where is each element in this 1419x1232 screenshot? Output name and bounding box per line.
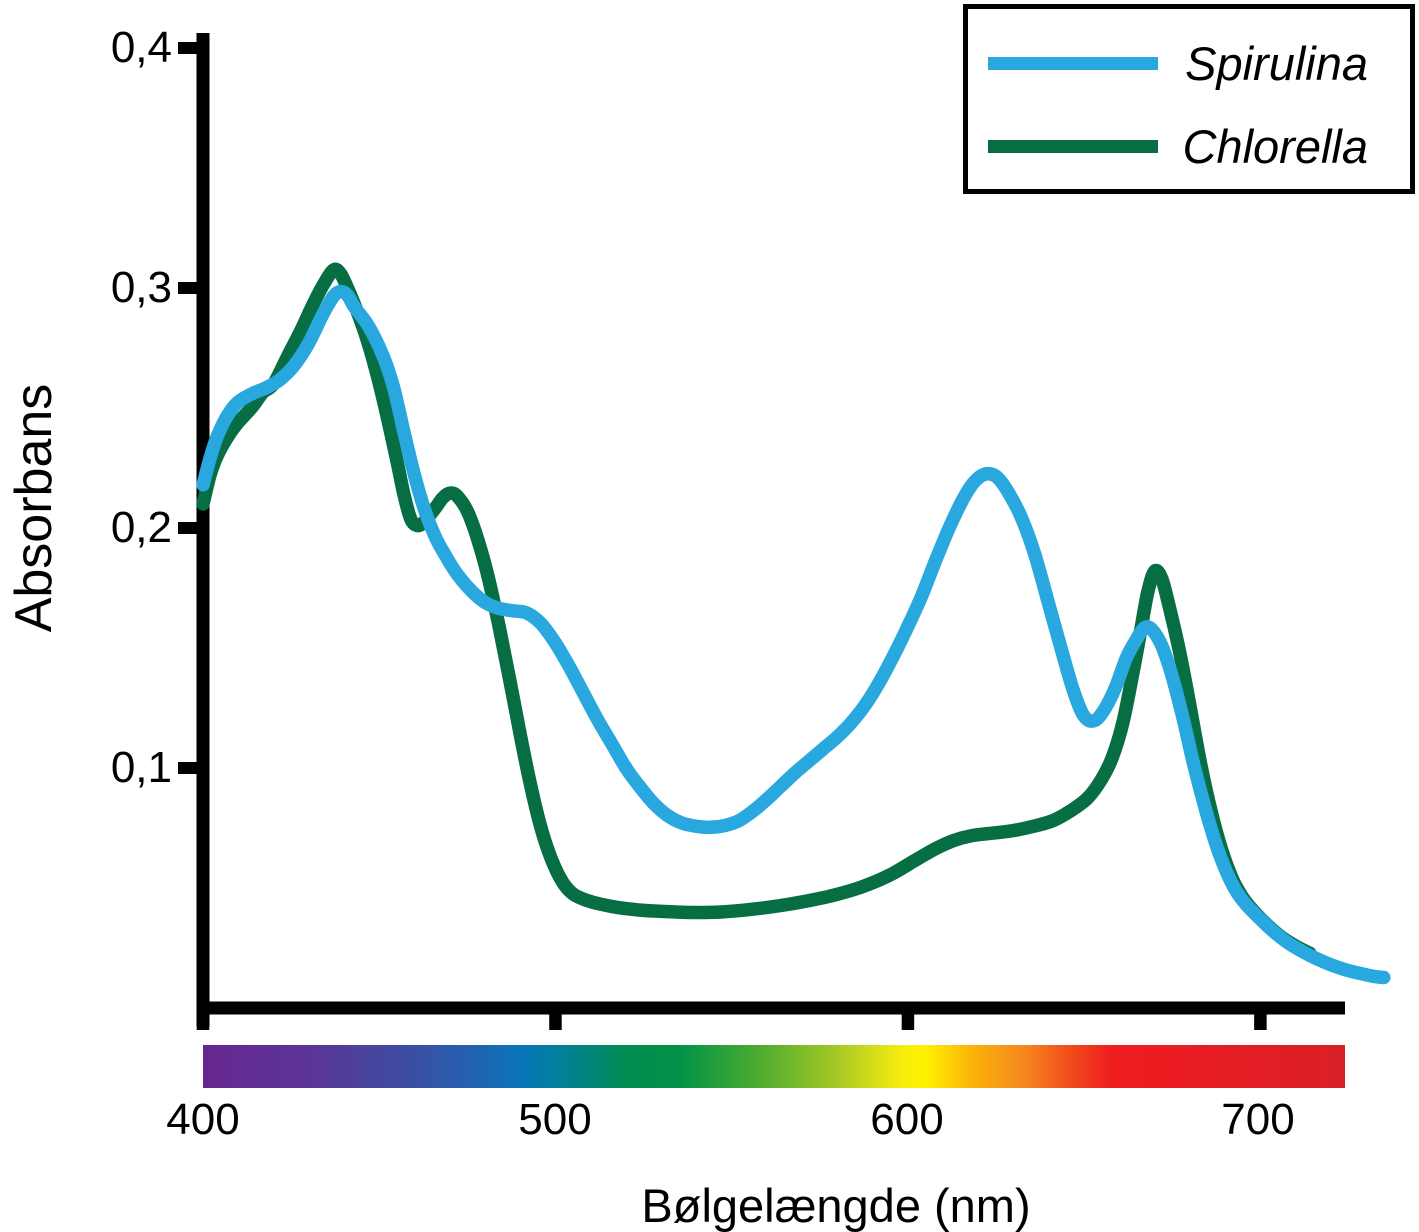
x-axis-title: Bølgelængde (nm) [641, 1179, 1031, 1232]
legend-entry-chlorella: Chlorella [988, 118, 1368, 174]
legend-swatch-chlorella [988, 139, 1158, 153]
y-tick-mark-0,4 [178, 42, 204, 54]
legend: Spirulina Chlorella [963, 4, 1415, 194]
x-tick-label-400: 400 [166, 1095, 240, 1144]
y-tick-label-03: 0,3 [110, 263, 172, 312]
x-axis-line [196, 1001, 1345, 1015]
curve-spirulina [196, 284, 1391, 985]
y-tick-label-01: 0,1 [110, 743, 172, 792]
x-tick-label-700: 700 [1221, 1095, 1295, 1144]
y-tick-mark-0,1 [178, 762, 204, 774]
curve-chlorella [196, 262, 1317, 961]
spectrum-bar [203, 1045, 1345, 1088]
legend-label-chlorella: Chlorella [1182, 119, 1368, 173]
x-tick-mark-700 [1254, 1010, 1267, 1030]
x-tick-mark-400 [196, 1010, 210, 1030]
y-tick-mark-0,2 [178, 522, 204, 534]
legend-swatch-spirulina [988, 56, 1158, 70]
x-tick-mark-500 [549, 1010, 562, 1030]
x-tick-label-600: 600 [870, 1095, 944, 1144]
y-tick-mark-0,3 [178, 282, 204, 294]
legend-entry-spirulina: Spirulina [988, 35, 1368, 91]
x-tick-label-500: 500 [518, 1095, 592, 1144]
y-tick-label-02: 0,2 [110, 503, 172, 552]
legend-label-spirulina: Spirulina [1185, 36, 1368, 90]
x-tick-mark-600 [901, 1010, 915, 1030]
y-tick-label-04: 0,4 [110, 23, 172, 72]
